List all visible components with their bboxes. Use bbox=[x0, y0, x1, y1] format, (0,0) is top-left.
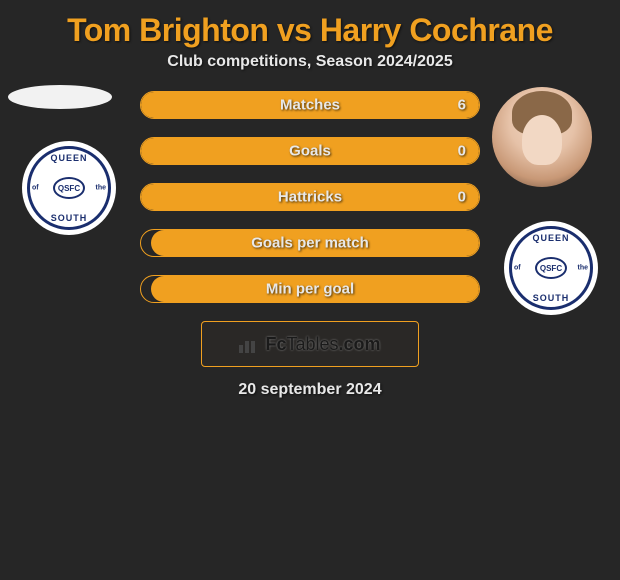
brand-text: FcTables.com bbox=[265, 334, 380, 355]
brand-box[interactable]: FcTables.com bbox=[201, 321, 419, 367]
stat-row: Matches6 bbox=[140, 91, 480, 119]
stat-bar-fill bbox=[141, 92, 479, 118]
stat-bar-fill bbox=[151, 276, 479, 302]
stat-row: Min per goal bbox=[140, 275, 480, 303]
club-crest-left: QUEEN of QSFC the SOUTH bbox=[22, 141, 116, 235]
stat-bar-fill bbox=[151, 230, 479, 256]
crest-center: QSFC bbox=[53, 177, 85, 199]
crest-text-left: of bbox=[514, 265, 521, 272]
crest-text-top: QUEEN bbox=[30, 153, 108, 163]
brand-suffix: .com bbox=[339, 334, 381, 354]
stat-bar-fill bbox=[141, 138, 479, 164]
crest-text-top: QUEEN bbox=[512, 233, 590, 243]
player-left-photo bbox=[8, 85, 112, 109]
stat-row: Goals per match bbox=[140, 229, 480, 257]
brand-light: Tables bbox=[286, 334, 338, 354]
stat-bar-fill bbox=[141, 184, 479, 210]
stat-bar-track bbox=[140, 137, 480, 165]
crest-text-right: the bbox=[578, 265, 589, 272]
stat-bars: Matches6 Goals0 Hattricks0 Goals per match M… bbox=[140, 85, 480, 303]
crest-inner: QUEEN of QSFC the SOUTH bbox=[27, 146, 111, 230]
stat-row: Goals0 bbox=[140, 137, 480, 165]
footer-date: 20 september 2024 bbox=[0, 381, 620, 399]
crest-text-bottom: SOUTH bbox=[512, 293, 590, 303]
stat-bar-track bbox=[140, 229, 480, 257]
player-right-photo bbox=[492, 87, 592, 187]
stat-row: Hattricks0 bbox=[140, 183, 480, 211]
crest-text-left: of bbox=[32, 185, 39, 192]
crest-text-bottom: SOUTH bbox=[30, 213, 108, 223]
stat-bar-track bbox=[140, 275, 480, 303]
brand-strong: Fc bbox=[265, 334, 286, 354]
page-subtitle: Club competitions, Season 2024/2025 bbox=[0, 53, 620, 85]
stat-bar-track bbox=[140, 91, 480, 119]
crest-inner: QUEEN of QSFC the SOUTH bbox=[509, 226, 593, 310]
bar-chart-icon bbox=[239, 335, 261, 353]
page-title: Tom Brighton vs Harry Cochrane bbox=[0, 0, 620, 53]
stat-bar-track bbox=[140, 183, 480, 211]
club-crest-right: QUEEN of QSFC the SOUTH bbox=[504, 221, 598, 315]
crest-text-right: the bbox=[96, 185, 107, 192]
crest-center: QSFC bbox=[535, 257, 567, 279]
comparison-panel: QUEEN of QSFC the SOUTH QUEEN of QSFC th… bbox=[0, 85, 620, 399]
